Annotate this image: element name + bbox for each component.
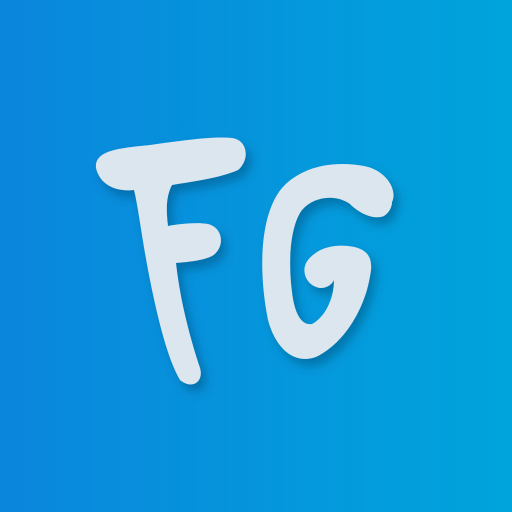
letter-f-shape: [95, 137, 246, 385]
letter-g-shape: [262, 164, 394, 359]
